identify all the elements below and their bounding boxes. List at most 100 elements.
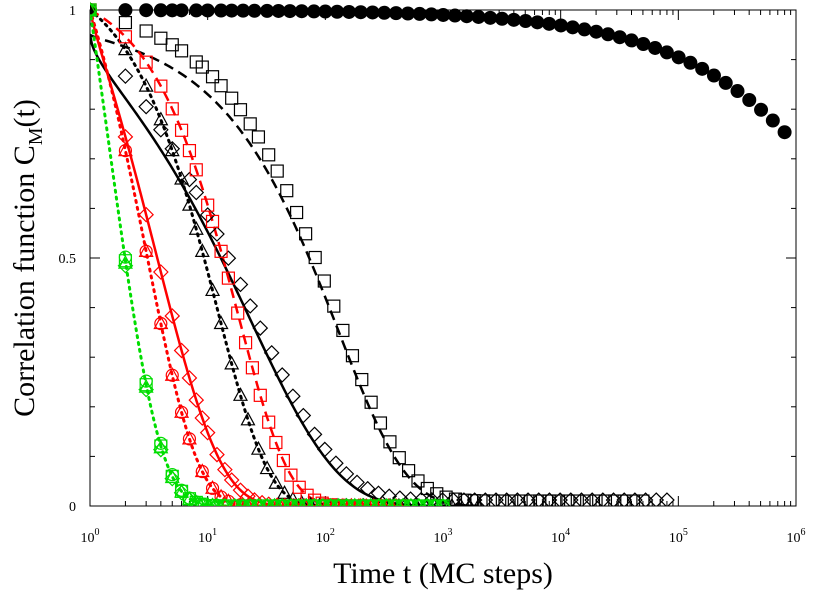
data-point-diamond (456, 492, 472, 506)
data-point-square (580, 494, 594, 506)
data-point-triangle (153, 111, 169, 126)
data-point-diamond (164, 308, 181, 324)
data-point-filled-circle (260, 3, 275, 18)
data-point-diamond (199, 207, 216, 223)
data-point-triangle (181, 430, 197, 445)
data-point-filled-circle (214, 3, 229, 18)
data-point-diamond (594, 492, 611, 506)
data-point-filled-circle (589, 24, 604, 39)
data-point-filled-circle (436, 7, 451, 22)
data-point-filled-circle (754, 102, 769, 117)
data-point-diamond (466, 492, 483, 506)
y-axis-label: Correlation function CM(t) (8, 99, 47, 417)
data-point-diamond (605, 492, 622, 506)
data-point-diamond (152, 441, 169, 458)
data-point-diamond (520, 492, 536, 506)
data-point-triangle (212, 497, 222, 506)
data-point-triangle (422, 497, 432, 506)
data-point-square (355, 372, 369, 387)
data-point-diamond (232, 276, 249, 293)
data-point-filled-circle (459, 9, 474, 24)
data-point-diamond (648, 492, 665, 506)
data-point-filled-circle (139, 3, 154, 18)
data-point-filled-circle (483, 10, 498, 25)
x-tick-label: 100 (81, 527, 100, 546)
x-tick-label: 101 (198, 527, 217, 546)
data-point-square (118, 15, 133, 30)
data-point-triangle (366, 497, 376, 506)
data-point-diamond (259, 498, 275, 506)
data-point-diamond (188, 184, 205, 201)
data-point-triangle (196, 496, 208, 506)
data-point-filled-circle (601, 27, 616, 42)
data-point-diamond (541, 492, 558, 506)
data-point-diamond (181, 370, 198, 386)
data-point-square (182, 144, 197, 158)
data-point-diamond (424, 492, 440, 506)
fit-curve-red-dashed (90, 8, 382, 506)
data-point-triangle (181, 196, 197, 211)
data-point-square (308, 250, 322, 265)
data-point-square (401, 464, 416, 478)
data-point-diamond (488, 492, 504, 506)
data-point-triangle (174, 170, 190, 185)
data-point-triangle (117, 41, 133, 56)
data-point-diamond (306, 426, 323, 443)
data-point-square (243, 117, 257, 131)
x-tick-label: 103 (434, 527, 453, 546)
y-axis-label-main: Correlation function C (8, 145, 41, 417)
data-point-diamond (298, 498, 315, 506)
data-point-filled-circle (742, 92, 757, 107)
data-point-square (154, 31, 168, 45)
data-point-triangle (138, 243, 154, 257)
data-point-square (238, 336, 253, 350)
data-point-filled-circle (612, 30, 627, 45)
data-point-filled-circle (648, 40, 663, 55)
data-point-diamond (530, 492, 547, 506)
data-point-triangle (406, 497, 416, 506)
data-point-diamond (403, 498, 419, 506)
data-point-square (345, 349, 360, 363)
data-point-square (118, 30, 133, 44)
data-point-square (411, 474, 425, 488)
data-point-triangle (164, 142, 180, 157)
data-point-diamond (274, 367, 291, 383)
data-point-triangle (117, 142, 133, 157)
data-point-diamond (194, 410, 211, 426)
data-point-diamond (314, 498, 331, 506)
data-point-filled-circle (365, 5, 380, 20)
y-axis-label-suffix: (t) (8, 99, 41, 127)
data-point-filled-circle (424, 7, 439, 22)
data-point-diamond (263, 344, 280, 361)
data-point-diamond (152, 264, 169, 280)
x-tick-label: 106 (787, 527, 806, 546)
data-point-diamond (616, 492, 633, 506)
data-point-filled-circle (247, 3, 262, 18)
data-point-triangle (465, 497, 475, 506)
data-point-diamond (584, 492, 600, 506)
data-point-diamond (659, 492, 675, 506)
data-point-diamond (627, 492, 643, 506)
data-point-filled-circle (412, 6, 427, 21)
data-point-diamond (562, 492, 579, 506)
data-point-square (269, 435, 283, 450)
data-point-square (589, 494, 603, 506)
data-point-triangle (90, 1, 98, 16)
data-point-filled-circle (200, 3, 215, 18)
data-point-diamond (477, 492, 494, 506)
data-point-diamond (330, 498, 347, 506)
data-point-filled-circle (577, 22, 592, 37)
data-point-filled-circle (636, 36, 651, 51)
data-point-square (214, 79, 228, 93)
data-point-diamond (322, 498, 339, 506)
data-point-triangle (293, 497, 303, 506)
data-point-square (486, 494, 500, 506)
data-point-diamond (117, 257, 134, 274)
data-point-filled-circle (506, 12, 521, 27)
data-point-triangle (382, 497, 392, 506)
data-point-diamond (362, 498, 379, 506)
data-point-filled-circle (153, 3, 168, 18)
data-point-filled-circle (342, 4, 357, 19)
data-point-filled-circle (447, 8, 462, 23)
